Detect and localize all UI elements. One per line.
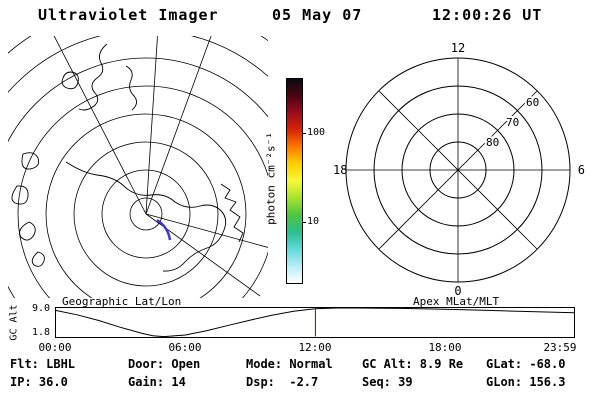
xtick-1200: 12:00 bbox=[298, 341, 332, 354]
coastlines bbox=[11, 43, 244, 272]
gcalt-ytick-top: 9.0 bbox=[31, 303, 50, 314]
gcalt-axis-label: GC Alt bbox=[8, 304, 20, 341]
mlt-label-0: 0 bbox=[454, 284, 461, 298]
xtick-2359: 23:59 bbox=[543, 341, 577, 354]
left-panel-caption: Geographic Lat/Lon bbox=[62, 295, 182, 308]
date-label: 05 May 07 bbox=[272, 6, 363, 24]
gcalt-ytick-bottom: 1.8 bbox=[31, 327, 50, 338]
colorbar-tick-100-mark bbox=[302, 133, 306, 134]
mlat-label-60: 60 bbox=[526, 96, 539, 109]
status-gcalt: GC Alt: 8.9 Re bbox=[362, 357, 464, 371]
polar-spokes bbox=[346, 58, 570, 282]
status-seq: Seq: 39 bbox=[362, 375, 413, 389]
xtick-1800: 18:00 bbox=[428, 341, 462, 354]
geographic-map bbox=[8, 36, 268, 298]
status-dsp: Dsp: -2.7 bbox=[246, 375, 319, 389]
status-door: Door: Open bbox=[128, 357, 201, 371]
status-gain: Gain: 14 bbox=[128, 375, 186, 389]
colorbar-label: photon cm⁻²s⁻¹ bbox=[264, 132, 278, 225]
mlat-label-70: 70 bbox=[506, 116, 519, 129]
mlt-label-18: 18 bbox=[333, 163, 347, 177]
app-title: Ultraviolet Imager bbox=[38, 6, 219, 24]
mlt-label-12: 12 bbox=[451, 41, 465, 55]
xtick-0600: 06:00 bbox=[168, 341, 202, 354]
right-panel-caption: Apex MLat/MLT bbox=[413, 295, 500, 308]
colorbar-tick-10-mark bbox=[302, 222, 306, 223]
colorbar-gradient bbox=[286, 78, 303, 284]
status-ip: IP: 36.0 bbox=[10, 375, 68, 389]
time-label: 12:00:26 UT bbox=[432, 6, 543, 24]
status-glat: GLat: -68.0 bbox=[486, 357, 566, 371]
terminator-segment bbox=[156, 218, 172, 241]
status-flt: Flt: LBHL bbox=[10, 357, 76, 371]
gcalt-curve bbox=[55, 307, 575, 338]
mlat-label-80: 80 bbox=[486, 136, 499, 149]
chart-frame bbox=[55, 307, 575, 338]
status-glon: GLon: 156.3 bbox=[486, 375, 566, 389]
map-grid-meridians bbox=[53, 36, 268, 297]
colorbar-tick-10: 10 bbox=[307, 216, 320, 227]
status-mode: Mode: Normal bbox=[246, 357, 333, 371]
apex-polar-grid: 12 18 6 0 60 70 80 bbox=[333, 41, 585, 298]
xtick-0000: 00:00 bbox=[38, 341, 72, 354]
mlt-label-6: 6 bbox=[578, 163, 585, 177]
map-grid-circles bbox=[8, 36, 268, 298]
colorbar-tick-100: 100 bbox=[307, 127, 326, 138]
gcalt-strip-chart bbox=[55, 307, 575, 338]
